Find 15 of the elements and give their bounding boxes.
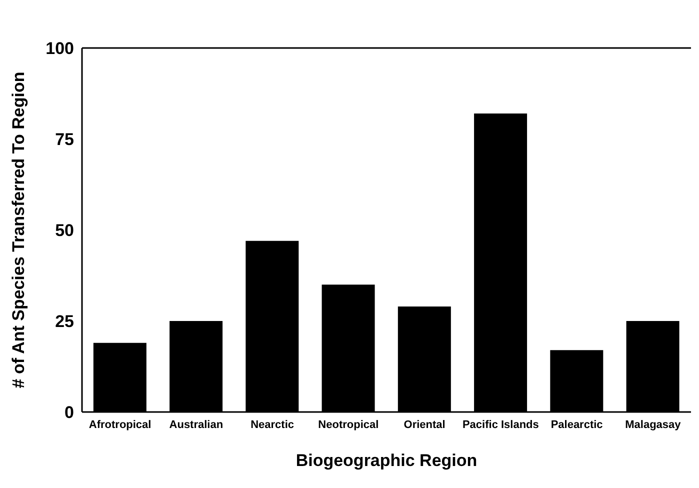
y-axis-title: # of Ant Species Transferred To Region [9, 72, 28, 388]
x-tick-label: Palearctic [550, 418, 603, 431]
x-tick-label: Nearctic [250, 418, 294, 431]
x-tick-label: Pacific Islands [462, 418, 539, 431]
y-tick-label: 0 [64, 403, 74, 422]
y-tick-label: 50 [55, 221, 74, 240]
x-axis-title: Biogeographic Region [296, 451, 478, 470]
x-tick-label: Australian [169, 418, 224, 431]
y-tick-label: 25 [55, 312, 74, 332]
x-tick-label: Oriental [404, 418, 446, 431]
x-tick-label: Neotropical [318, 418, 379, 431]
x-tick-label: Malagasay [625, 418, 682, 431]
y-tick-label: 75 [55, 130, 74, 150]
y-tick-label: 100 [46, 39, 74, 58]
x-tick-label: Afrotropical [88, 418, 152, 431]
